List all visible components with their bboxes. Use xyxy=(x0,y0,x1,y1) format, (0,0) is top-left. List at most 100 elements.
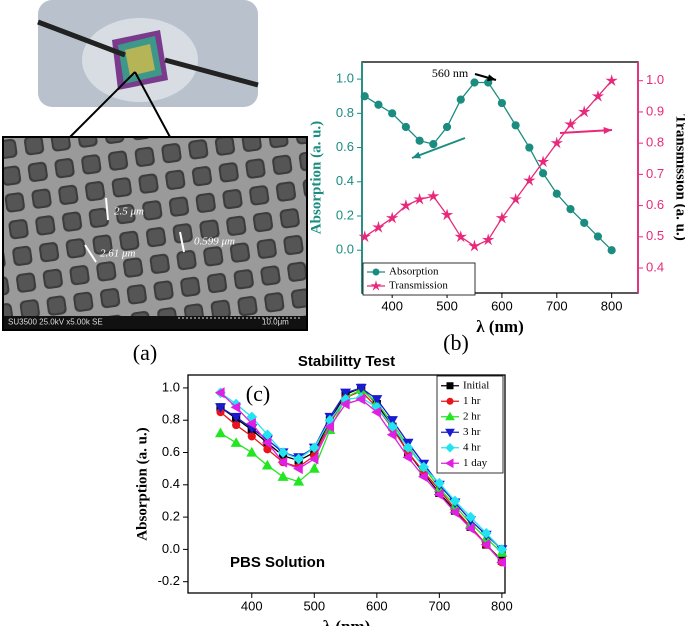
marker xyxy=(355,393,366,405)
marker xyxy=(456,95,465,104)
x-axis-label: λ (nm) xyxy=(323,617,371,626)
marker xyxy=(449,495,461,507)
marker xyxy=(261,459,273,470)
marker xyxy=(402,442,414,453)
marker xyxy=(605,74,618,87)
y-tick-label: 0.0 xyxy=(162,541,180,556)
marker xyxy=(550,136,563,149)
y-tick-label: 0.6 xyxy=(162,444,180,459)
y-tick-label: 0.2 xyxy=(162,509,180,524)
x-tick-label: 500 xyxy=(436,298,458,313)
marker xyxy=(360,92,369,101)
y2-tick-label: 0.8 xyxy=(646,135,664,150)
marker xyxy=(427,189,440,202)
zoom-line xyxy=(69,71,136,138)
marker xyxy=(358,230,371,243)
marker xyxy=(523,174,536,186)
y-tick-label: 0.4 xyxy=(162,476,180,491)
marker xyxy=(372,220,385,233)
plot-frame xyxy=(187,374,506,594)
panel-label: (b) xyxy=(443,330,469,355)
marker xyxy=(446,397,454,405)
x-axis-label: λ (nm) xyxy=(476,317,524,336)
marker xyxy=(308,453,319,465)
marker xyxy=(468,239,481,252)
marker xyxy=(525,143,534,152)
x-tick-label: 800 xyxy=(601,298,623,313)
marker xyxy=(374,100,383,109)
marker xyxy=(385,211,399,224)
y-axis-label: Absorption (a. u.) xyxy=(308,121,324,234)
annotation: 560 nm xyxy=(432,66,469,80)
legend-label: 1 hr xyxy=(463,395,481,407)
legend-box xyxy=(362,262,476,296)
marker xyxy=(261,437,272,449)
marker xyxy=(214,387,225,399)
dimension-label: 2.5 μm xyxy=(114,206,144,218)
marker xyxy=(215,403,226,413)
dimension-label: 0.599 μm xyxy=(194,236,235,248)
marker xyxy=(415,136,424,145)
marker xyxy=(230,401,241,413)
marker xyxy=(246,446,258,457)
marker xyxy=(580,218,589,227)
legend-label: 2 hr xyxy=(463,410,481,422)
marker xyxy=(607,246,616,255)
marker xyxy=(402,451,413,463)
x-tick-label: 700 xyxy=(546,298,568,313)
marker xyxy=(445,428,455,438)
marker xyxy=(434,477,445,489)
marker xyxy=(480,527,492,539)
arrow-head xyxy=(603,126,612,134)
legend-label: Initial xyxy=(463,379,489,391)
chart-title: Stabilitty Test xyxy=(298,353,395,370)
annotation: PBS Solution xyxy=(230,554,325,571)
marker xyxy=(262,429,273,441)
marker xyxy=(386,429,397,441)
arrow xyxy=(411,137,466,159)
y-axis-label: Absorption (a. u.) xyxy=(134,427,150,540)
marker xyxy=(454,230,467,243)
sem-info: SU3500 25.0kV x5.00k SE xyxy=(8,318,103,327)
x-tick-label: 400 xyxy=(241,598,263,613)
series-line xyxy=(364,81,613,251)
marker xyxy=(293,463,303,475)
marker xyxy=(371,406,381,418)
zoom-line xyxy=(134,71,171,138)
marker xyxy=(464,522,475,534)
marker xyxy=(497,98,507,108)
marker xyxy=(536,155,550,168)
marker xyxy=(293,453,304,465)
y2-tick-label: 0.9 xyxy=(646,103,664,118)
x-tick-label: 500 xyxy=(303,598,325,613)
dimension-label: 2.61 μm xyxy=(100,248,136,260)
y-tick-label: 1.0 xyxy=(162,379,180,394)
legend-label: Transmission xyxy=(389,280,448,292)
panel-label: (a) xyxy=(133,340,157,365)
marker xyxy=(446,382,454,390)
marker xyxy=(564,117,577,130)
x-tick-label: 600 xyxy=(366,598,388,613)
x-tick-label: 400 xyxy=(381,298,403,313)
marker xyxy=(387,416,398,426)
marker xyxy=(277,447,289,458)
marker xyxy=(230,412,242,423)
x-tick-label: 600 xyxy=(491,298,513,313)
marker xyxy=(480,539,491,551)
marker xyxy=(496,556,506,568)
marker xyxy=(387,421,398,432)
marker xyxy=(308,442,320,453)
y-tick-label: 0.6 xyxy=(336,139,354,154)
marker xyxy=(418,471,428,483)
marker xyxy=(277,456,288,468)
marker xyxy=(444,458,454,469)
y-tick-label: 0.8 xyxy=(162,412,180,427)
marker xyxy=(370,280,382,291)
marker xyxy=(372,268,380,276)
arrow xyxy=(559,129,613,134)
y2-tick-label: 0.4 xyxy=(646,259,664,274)
marker xyxy=(277,471,289,481)
sem-image: SU3500 25.0kV x5.00k SE 10.0μm 2.5 μm 2.… xyxy=(2,136,308,331)
marker xyxy=(215,427,226,438)
